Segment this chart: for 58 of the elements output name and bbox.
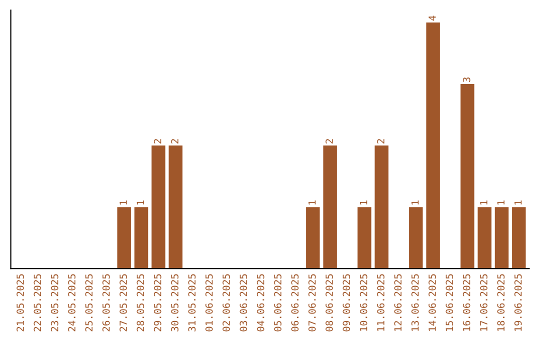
bar — [460, 84, 474, 269]
bar — [323, 146, 337, 269]
x-tick-label: 07.06.2025 — [308, 274, 316, 332]
bar — [358, 207, 372, 269]
x-tick-label: 12.06.2025 — [394, 274, 402, 331]
x-tick-label: 09.06.2025 — [342, 274, 350, 332]
bar — [512, 207, 526, 269]
x-tick-label: 29.05.2025 — [154, 274, 162, 332]
x-tick-label: 18.06.2025 — [497, 274, 505, 331]
x-tick-label: 14.06.2025 — [428, 274, 436, 331]
x-tick-label: 25.05.2025 — [85, 274, 93, 332]
x-tick-label: 21.05.2025 — [16, 274, 24, 332]
x-tick-label: 31.05.2025 — [188, 274, 196, 332]
data-label: 4 — [428, 16, 436, 21]
bar — [409, 207, 423, 269]
x-tick-label: 17.06.2025 — [480, 274, 488, 331]
x-tick-label: 30.05.2025 — [171, 274, 178, 332]
bar — [306, 207, 320, 269]
data-label: 2 — [326, 139, 333, 144]
x-tick-label: 22.05.2025 — [34, 274, 42, 332]
x-tick-label: 28.05.2025 — [136, 274, 144, 332]
x-tick-label: 15.06.2025 — [446, 274, 454, 331]
bar — [478, 207, 492, 269]
bar — [494, 207, 509, 269]
x-tick-label: 19.06.2025 — [514, 274, 522, 331]
data-label: 1 — [412, 200, 419, 205]
x-tick-label: 26.05.2025 — [102, 274, 110, 332]
data-label: 1 — [497, 200, 504, 205]
data-label: 1 — [120, 200, 127, 205]
x-tick-label: 02.06.2025 — [222, 274, 230, 332]
data-label: 1 — [360, 200, 368, 205]
x-tick-label: 08.06.2025 — [326, 274, 333, 332]
x-tick-label: 13.06.2025 — [411, 274, 419, 331]
x-tick-label: 05.06.2025 — [274, 274, 282, 332]
bar — [152, 146, 166, 269]
x-tick-label: 24.05.2025 — [68, 274, 76, 332]
bar — [134, 207, 148, 269]
data-label: 2 — [377, 139, 384, 144]
x-tick-label: 11.06.2025 — [377, 274, 384, 331]
data-label: 1 — [308, 200, 316, 205]
data-label: 3 — [462, 78, 470, 82]
data-label: 2 — [154, 139, 162, 144]
x-tick-label: 06.06.2025 — [291, 274, 299, 332]
data-label: 1 — [136, 200, 144, 205]
data-label: 1 — [480, 200, 488, 205]
data-label: 2 — [171, 139, 178, 144]
x-tick-label: 27.05.2025 — [120, 274, 127, 332]
x-tick-label: 01.06.2025 — [205, 274, 213, 332]
x-tick-label: 04.06.2025 — [256, 274, 264, 332]
x-tick-label: 03.06.2025 — [240, 274, 248, 332]
bar — [168, 146, 182, 269]
bar — [374, 146, 388, 269]
bar — [117, 207, 131, 269]
x-tick-label: 23.05.2025 — [50, 274, 58, 332]
data-label: 1 — [514, 200, 522, 205]
x-tick-label: 16.06.2025 — [462, 274, 470, 331]
x-tick-label: 10.06.2025 — [360, 274, 368, 331]
bar — [426, 22, 440, 269]
